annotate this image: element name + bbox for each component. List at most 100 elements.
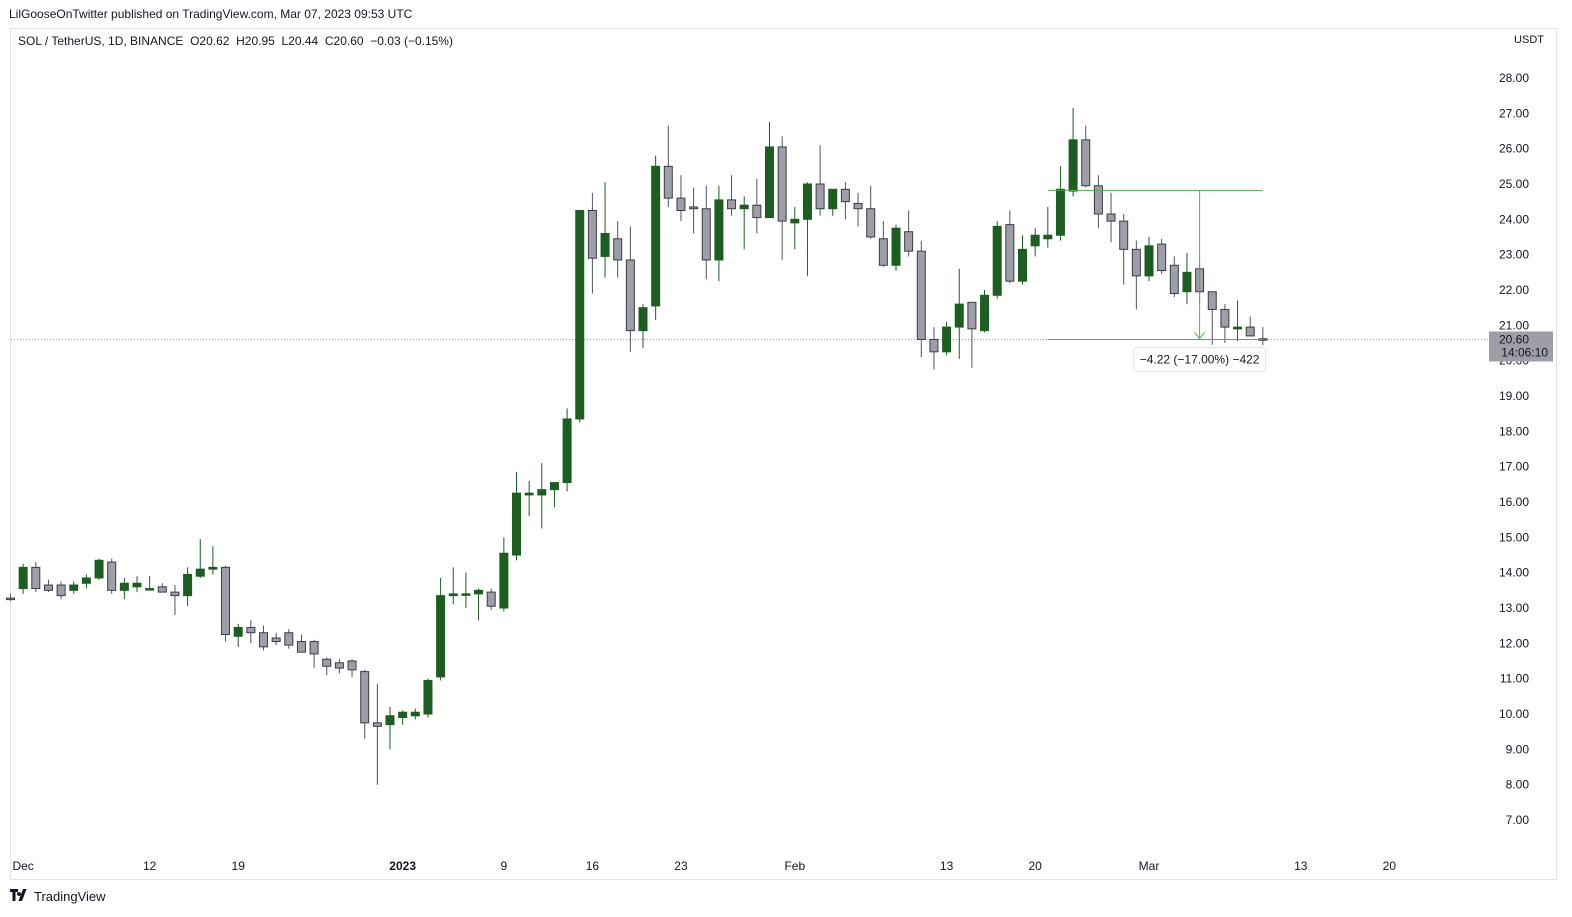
candle[interactable] [625,226,635,352]
candle[interactable] [904,210,914,257]
candle[interactable] [31,562,41,593]
candle[interactable] [802,182,812,276]
footer-brand[interactable]: TradingView [10,889,106,904]
candle[interactable] [891,224,901,271]
price-axis[interactable]: 28.00 27.00 26.00 25.00 24.00 23.00 22.00 21.00… [1499,71,1529,827]
candle[interactable] [942,321,952,356]
candle[interactable] [1081,125,1091,188]
candle[interactable] [676,175,686,222]
candle[interactable] [474,588,484,621]
candle[interactable] [423,678,433,718]
candle[interactable] [765,122,774,219]
candle[interactable] [1144,237,1154,282]
candle[interactable] [1119,214,1129,285]
candle[interactable] [1093,175,1103,229]
candle[interactable] [1068,108,1078,197]
candle[interactable] [524,480,534,517]
candle[interactable] [170,585,180,616]
candle[interactable] [1233,300,1243,342]
candle[interactable] [689,187,699,234]
candle[interactable] [714,185,724,282]
candle[interactable] [195,539,205,578]
candle[interactable] [1245,316,1255,337]
candle[interactable] [1131,240,1141,310]
candle[interactable] [461,572,471,608]
candle[interactable] [992,221,1002,299]
candle[interactable] [1055,166,1065,241]
candle[interactable] [69,581,79,594]
candle[interactable] [309,639,319,669]
candle[interactable] [1207,291,1217,345]
candle[interactable] [512,471,521,561]
candle[interactable] [537,463,547,529]
candle[interactable] [372,683,382,785]
candle[interactable] [1106,192,1116,243]
candle[interactable] [233,623,243,647]
candle[interactable] [1182,252,1192,305]
candle[interactable] [6,593,15,601]
candle[interactable] [284,629,294,649]
candle[interactable] [208,546,218,575]
candle[interactable] [1157,238,1167,275]
candle[interactable] [929,327,939,370]
candle[interactable] [752,178,762,234]
candle[interactable] [322,657,332,676]
candle[interactable] [119,577,129,600]
candle[interactable] [347,659,357,677]
candle[interactable] [296,634,306,653]
candle[interactable] [385,706,395,750]
candle[interactable] [360,669,370,739]
candle[interactable] [1005,210,1015,283]
candle[interactable] [43,579,53,593]
candle[interactable] [739,196,749,250]
candle[interactable] [271,632,281,646]
candle[interactable] [562,408,572,492]
candle[interactable] [701,185,711,280]
candle[interactable] [448,567,458,605]
candle[interactable] [954,268,964,359]
candle[interactable] [1220,304,1230,343]
candle[interactable] [663,125,673,207]
candle[interactable] [651,155,661,321]
chart-frame[interactable] [10,28,1557,880]
candle[interactable] [840,182,850,220]
candle[interactable] [777,136,787,260]
candle[interactable] [727,175,737,216]
candle[interactable] [790,206,800,250]
candle[interactable] [878,221,888,268]
candle[interactable] [600,182,610,278]
candle[interactable] [866,185,876,239]
candle[interactable] [246,620,256,644]
candle[interactable] [587,192,597,294]
candle[interactable] [1018,235,1027,285]
candle[interactable] [436,577,446,681]
candle[interactable] [613,221,623,278]
candle[interactable] [1043,206,1053,248]
candle[interactable] [334,659,344,674]
symbol-legend[interactable]: SOL / TetherUS, 1D, BINANCE O20.62 H20.9… [18,34,453,48]
candle[interactable] [183,567,193,607]
candle[interactable] [221,565,231,642]
candle[interactable] [638,304,648,349]
time-axis[interactable]: Dec 12 19 2023 9 16 23 Feb 13 20 Mar 13 20 [12,859,1396,873]
candle[interactable] [486,588,496,610]
legend-symbol[interactable]: SOL / TetherUS, 1D, BINANCE [18,34,184,48]
candle[interactable] [499,537,509,612]
candle[interactable] [1258,327,1268,346]
candle[interactable] [967,301,977,368]
candle[interactable] [56,581,66,600]
candle[interactable] [549,482,559,508]
candle[interactable] [107,558,117,594]
candle[interactable] [18,563,28,594]
candle[interactable] [828,188,838,216]
candle[interactable] [259,625,268,651]
candle[interactable] [81,574,91,589]
candle[interactable] [1169,256,1179,298]
candle[interactable] [145,576,155,591]
candle[interactable] [980,290,990,333]
candle[interactable] [132,576,142,593]
candle[interactable] [94,558,104,580]
candle[interactable] [575,210,585,423]
candle[interactable] [410,708,420,720]
